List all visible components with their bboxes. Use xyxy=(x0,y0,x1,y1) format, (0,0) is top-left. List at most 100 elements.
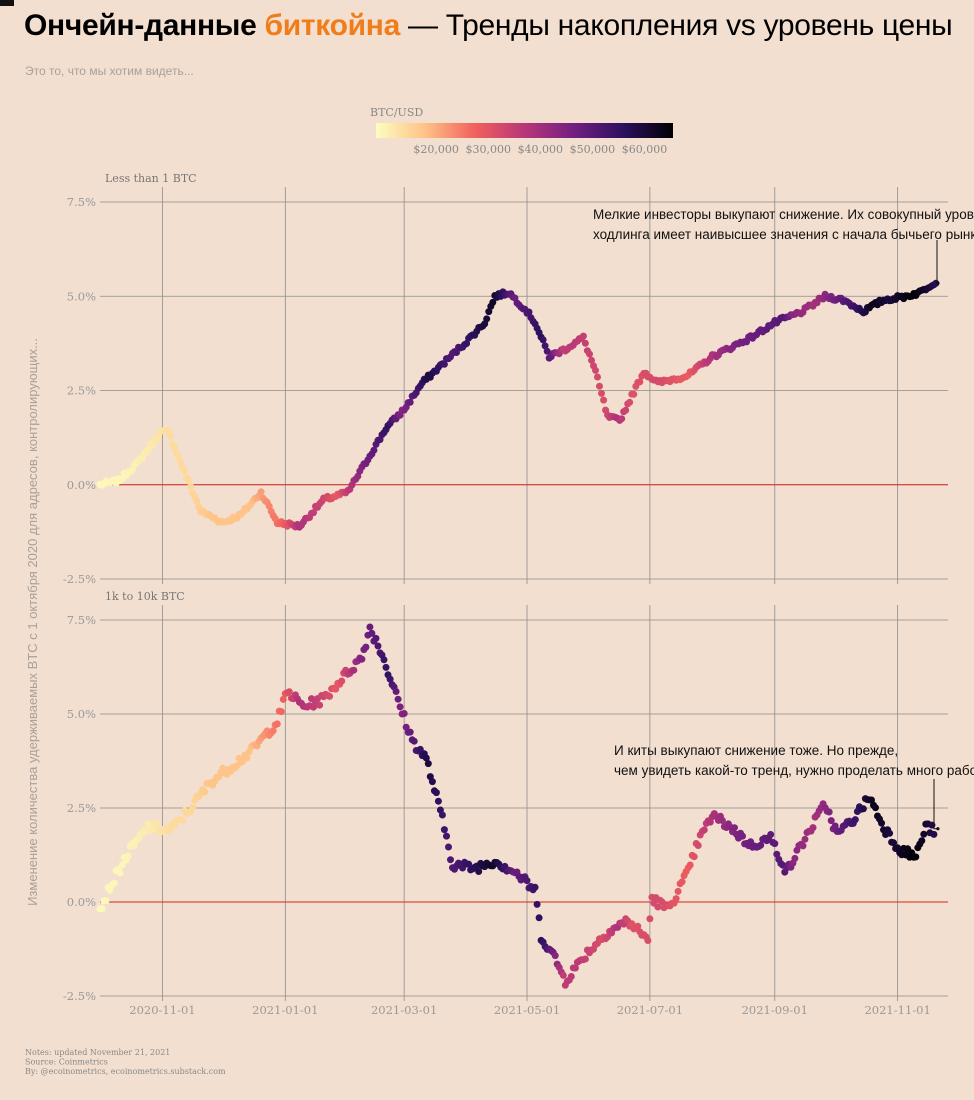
data-point xyxy=(144,820,152,828)
annotation-text: Мелкие инвесторы выкупают снижение. Их с… xyxy=(593,207,974,222)
title-part-1: Ончейн-данные xyxy=(24,9,257,42)
data-point xyxy=(396,411,404,419)
y-axis-label: Изменение количества удерживаемых BTC с … xyxy=(25,338,40,906)
panel-label: 1k to 10k BTC xyxy=(105,590,185,603)
colorbar-tick-label: $50,000 xyxy=(570,143,616,156)
data-point xyxy=(152,820,160,828)
data-point xyxy=(406,728,414,736)
data-point xyxy=(523,877,531,885)
scatter-points xyxy=(96,279,940,531)
colorbar-tick-label: $30,000 xyxy=(465,143,511,156)
data-point xyxy=(445,843,452,851)
data-point xyxy=(622,406,630,414)
data-point xyxy=(636,378,644,386)
data-point xyxy=(674,887,682,895)
data-point xyxy=(368,629,376,637)
data-point xyxy=(581,339,589,347)
x-tick-label: 2021-07-01 xyxy=(617,1003,683,1017)
data-point xyxy=(185,476,193,484)
annotation-leader xyxy=(933,779,938,830)
y-tick-label: -2.5% xyxy=(63,989,96,1003)
data-point xyxy=(362,643,370,651)
y-tick-label: 0.0% xyxy=(67,478,96,492)
data-point xyxy=(428,778,436,786)
data-point xyxy=(594,373,601,381)
data-point xyxy=(432,789,440,797)
data-point xyxy=(106,886,114,894)
data-point xyxy=(144,446,152,454)
data-point xyxy=(465,860,473,868)
annotation: И киты выкупают снижение тоже. Но прежде… xyxy=(614,743,974,831)
data-point xyxy=(559,971,567,979)
data-point xyxy=(700,826,708,834)
data-point xyxy=(825,808,833,816)
colorbar-tick-label: $20,000 xyxy=(413,143,459,156)
data-point xyxy=(678,878,686,886)
data-point xyxy=(148,441,156,449)
note-line: By: @ecoinometrics, ecoinometrics.substa… xyxy=(25,1067,226,1076)
y-tick-label: 2.5% xyxy=(67,384,96,398)
data-point xyxy=(179,817,187,825)
data-point xyxy=(475,868,483,875)
data-point xyxy=(98,905,106,913)
x-tick-label: 2021-09-01 xyxy=(742,1003,808,1017)
annotation-marker xyxy=(936,827,940,831)
data-point xyxy=(410,737,418,745)
annotation-text: И киты выкупают снижение тоже. Но прежде… xyxy=(614,743,898,758)
data-point xyxy=(372,634,380,642)
data-point xyxy=(440,826,448,834)
data-point xyxy=(541,342,549,350)
y-tick-label: 2.5% xyxy=(67,801,96,815)
data-point xyxy=(116,869,124,877)
annotation-text: ходлинга имеет наивысшее значения с нача… xyxy=(593,227,974,242)
data-point xyxy=(912,853,920,861)
data-point xyxy=(539,336,547,344)
data-point xyxy=(588,356,595,364)
data-point xyxy=(801,835,809,843)
data-point xyxy=(366,623,374,631)
data-point xyxy=(567,973,575,980)
data-point xyxy=(269,727,277,735)
data-point xyxy=(535,914,543,922)
data-point xyxy=(167,432,174,440)
data-point xyxy=(189,804,197,811)
data-point xyxy=(654,903,662,911)
color-legend: BTC/USD $20,000 $30,000 $40,000 $50,000 $60,0… xyxy=(370,106,673,156)
x-tick-label: 2021-03-01 xyxy=(371,1003,437,1017)
chart-title: Ончейн-данные биткойна — Тренды накоплен… xyxy=(24,6,953,46)
data-point xyxy=(447,856,454,864)
colorbar-tick-label: $60,000 xyxy=(622,143,668,156)
y-tick-label: 5.0% xyxy=(67,289,96,303)
panel-label: Less than 1 BTC xyxy=(105,172,197,185)
data-point xyxy=(110,879,118,887)
notes-block: Notes: updated November 21, 2021Source: … xyxy=(25,1048,226,1076)
data-point xyxy=(791,854,799,862)
note-line: Source: Coinmetrics xyxy=(25,1058,108,1067)
y-tick-label: 5.0% xyxy=(67,707,96,721)
title-part-2: биткойна xyxy=(264,9,401,42)
data-point xyxy=(626,398,634,406)
data-point xyxy=(279,695,287,703)
data-point xyxy=(827,817,835,825)
data-point xyxy=(310,509,317,517)
data-point xyxy=(181,467,189,475)
data-point xyxy=(273,720,281,728)
data-point xyxy=(531,883,539,891)
data-point xyxy=(102,897,110,904)
data-point xyxy=(598,389,605,397)
colorbar-gradient xyxy=(376,123,673,138)
data-point xyxy=(382,663,390,671)
data-point xyxy=(177,459,185,467)
data-point xyxy=(890,839,898,847)
y-tick-label: 7.5% xyxy=(67,195,96,209)
data-point xyxy=(878,819,885,827)
data-point xyxy=(694,842,702,849)
data-point xyxy=(592,366,599,374)
data-point xyxy=(851,816,859,824)
data-point xyxy=(799,842,807,850)
data-point xyxy=(872,804,879,812)
data-point xyxy=(551,952,559,960)
data-point xyxy=(581,955,589,963)
data-point xyxy=(809,824,817,832)
